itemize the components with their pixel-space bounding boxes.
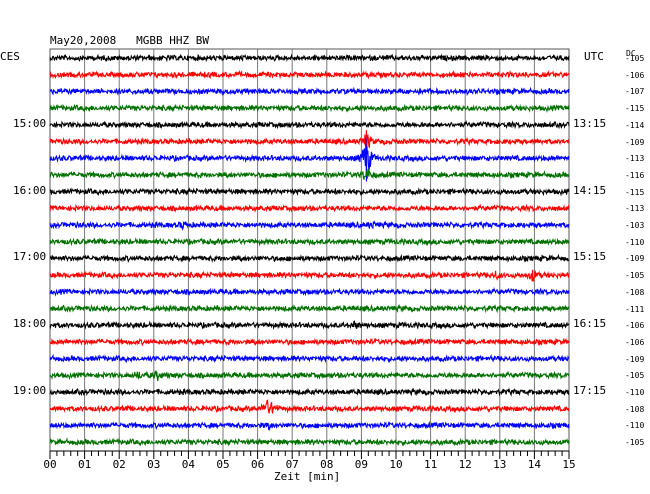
trace-19 [49,353,570,364]
dc-offset-label: -106 [625,70,645,80]
x-tick-label-06: 06 [250,458,265,471]
chart-title: May20,2008 MGBB HHZ BW [50,34,209,47]
trace-22 [49,399,570,414]
dc-offset-label: -106 [625,337,645,347]
trace-16 [49,303,570,314]
x-tick-label-11: 11 [423,458,438,471]
trace-12 [49,237,570,247]
left-hour-label: 17:00 [13,250,47,264]
x-tick-label-03: 03 [147,458,161,471]
dc-offset-label: -109 [625,137,645,147]
dc-offset-label: -105 [625,371,645,381]
trace-15 [49,286,570,297]
seismic-traces [49,53,570,447]
trace-8 [49,168,570,180]
dc-offset-label: -108 [625,404,645,414]
trace-7 [49,137,570,182]
trace-20 [49,370,570,382]
x-tick-label-07: 07 [285,458,299,471]
dc-offset-label: -113 [625,154,645,164]
x-tick-label-14: 14 [527,458,542,471]
dc-offset-label: -103 [625,221,645,230]
trace-17 [49,320,570,331]
dc-offset-label: -110 [625,237,645,247]
x-tick-label-13: 13 [493,458,507,471]
left-timezone-label: CES [0,50,20,63]
x-tick-label-00: 00 [43,458,57,471]
left-hour-label: 15:00 [13,116,47,130]
right-hour-label: 14:15 [573,183,607,197]
dc-offset-label: -105 [625,438,645,448]
left-hour-label: 18:00 [13,317,47,331]
dc-offset-label: -111 [625,304,645,314]
x-axis-label: Zeit [min] [274,470,341,483]
dc-offset-label: -110 [625,388,645,397]
right-hour-label: 16:15 [573,317,607,331]
dc-offset-label: -113 [625,204,645,214]
dc-offset-label: -106 [625,321,645,331]
minute-gridlines [49,48,570,452]
x-tick-label-10: 10 [389,458,403,471]
trace-11 [49,220,570,232]
x-tick-label-08: 08 [320,458,334,471]
trace-2 [49,69,570,80]
left-hour-label: 19:00 [13,384,47,397]
trace-13 [49,253,570,263]
trace-21 [49,387,570,397]
right-hour-label: 15:15 [573,250,607,264]
trace-6 [49,130,570,149]
x-tick-label-02: 02 [112,458,126,471]
trace-1 [49,53,570,63]
dc-offset-label: -115 [625,104,645,114]
dc-offset-label: -105 [625,271,645,281]
trace-24 [49,437,570,447]
trace-18 [49,337,570,347]
x-tick-label-15: 15 [562,458,576,471]
dc-offset-label: -110 [625,421,645,431]
dc-offset-label: -109 [625,254,645,264]
trace-9 [49,187,570,197]
right-hour-label: 17:15 [573,384,607,397]
dc-offset-label: -109 [625,354,645,364]
trace-4 [49,103,570,113]
right-hour-label: 13:15 [573,116,607,130]
left-hour-label: 16:00 [13,183,47,197]
dc-offset-label: -115 [625,187,645,197]
time-axis [49,450,570,459]
dc-offset-label: -105 [625,54,645,63]
x-tick-label-05: 05 [216,458,230,471]
trace-10 [49,203,570,213]
dc-offset-label: -107 [625,87,645,97]
trace-5 [49,119,570,130]
x-tick-label-12: 12 [458,458,472,471]
x-tick-label-04: 04 [181,458,196,471]
right-timezone-label: UTC [584,50,604,63]
dc-column-label: DC [626,49,636,58]
trace-3 [49,86,570,97]
dc-offset-label: -108 [625,287,645,297]
trace-14 [49,269,570,282]
trace-23 [49,420,570,432]
dc-offset-label: -114 [625,120,645,130]
x-tick-label-09: 09 [354,458,369,471]
x-tick-label-01: 01 [77,458,92,471]
dc-offset-label: -116 [625,170,645,180]
